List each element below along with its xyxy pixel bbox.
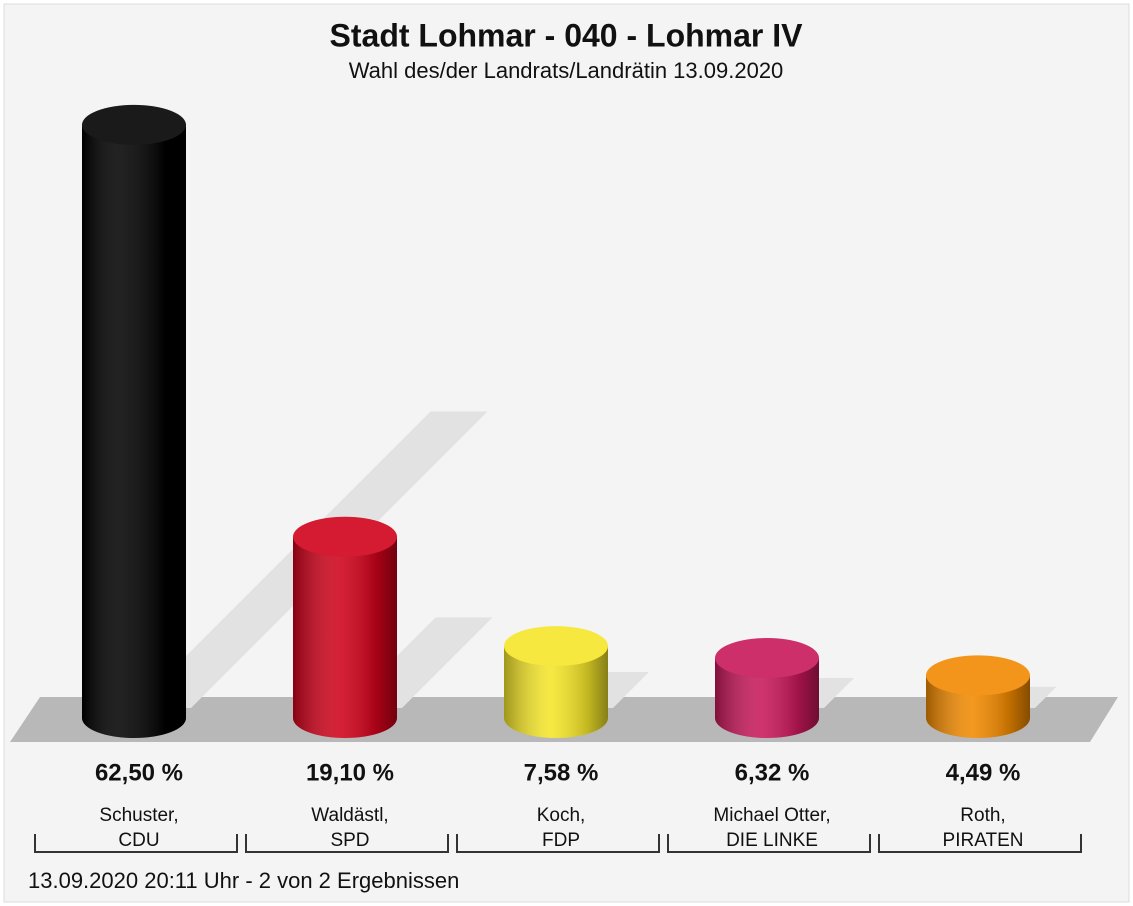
category-label: Schuster, xyxy=(99,805,178,826)
category-bracket xyxy=(878,834,1082,853)
value-label: 7,58 % xyxy=(524,759,599,786)
bar-top xyxy=(504,626,608,667)
category-label: FDP xyxy=(542,830,580,851)
bar-shading xyxy=(504,646,608,738)
category-label: Michael Otter, xyxy=(713,805,830,826)
bar-shading xyxy=(82,124,186,738)
bar-top xyxy=(715,638,819,679)
category-label: Waldästl, xyxy=(311,805,388,826)
bar-shading xyxy=(293,536,397,738)
category-bracket xyxy=(456,834,660,853)
chart-subtitle: Wahl des/der Landrats/Landrätin 13.09.20… xyxy=(349,58,784,83)
category-label: Roth, xyxy=(960,805,1005,826)
bar-shading xyxy=(715,658,819,738)
bar-top-light xyxy=(926,655,1030,696)
category-label: CDU xyxy=(118,830,159,851)
bar-top-light xyxy=(293,516,397,557)
value-label: 62,50 % xyxy=(95,759,183,786)
category-label: Koch, xyxy=(537,805,586,826)
bar-top-light xyxy=(715,638,819,679)
category-bracket xyxy=(34,834,238,853)
chart-title: Stadt Lohmar - 040 - Lohmar IV xyxy=(330,17,804,53)
category-bracket xyxy=(667,834,871,853)
bar-top-light xyxy=(82,104,186,145)
category-bracket xyxy=(245,834,449,853)
value-label: 6,32 % xyxy=(735,759,810,786)
bar-top xyxy=(926,655,1030,696)
footnote: 13.09.2020 20:11 Uhr - 2 von 2 Ergebniss… xyxy=(28,868,459,893)
panel xyxy=(3,3,1130,903)
value-label: 4,49 % xyxy=(946,759,1021,786)
bar-top xyxy=(293,516,397,557)
value-label: 19,10 % xyxy=(306,759,394,786)
bar-top xyxy=(82,104,186,145)
category-label: DIE LINKE xyxy=(726,830,818,851)
category-label: PIRATEN xyxy=(943,830,1024,851)
category-label: SPD xyxy=(330,830,369,851)
bar-top-light xyxy=(504,626,608,667)
